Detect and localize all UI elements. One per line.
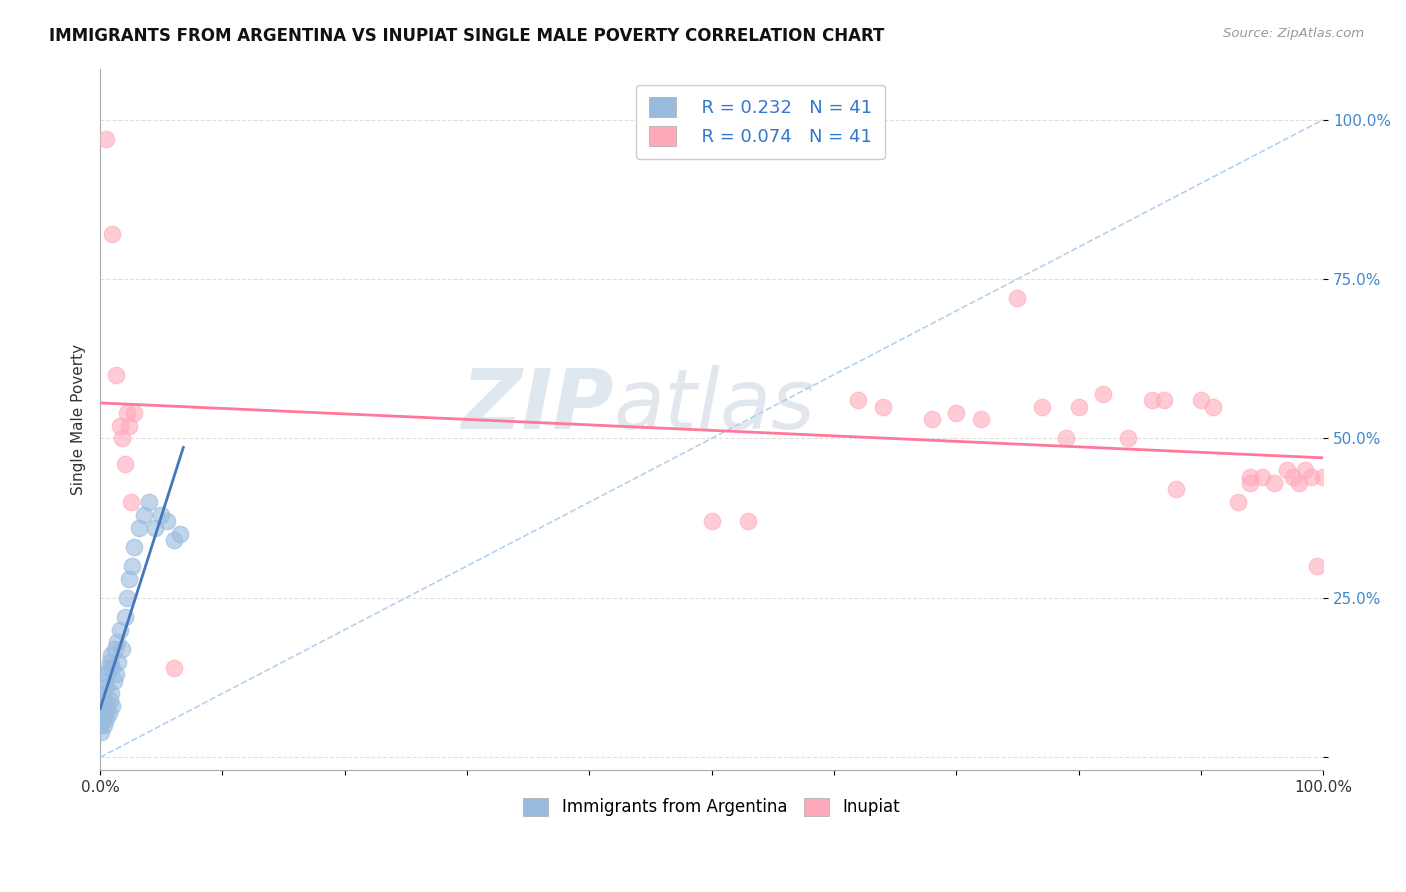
Point	[1031, 400, 1053, 414]
Point	[1067, 400, 1090, 414]
Point	[103, 673, 125, 688]
Point	[128, 521, 150, 535]
Point	[98, 655, 121, 669]
Point	[156, 514, 179, 528]
Point	[90, 724, 112, 739]
Point	[105, 368, 128, 382]
Point	[737, 514, 759, 528]
Point	[1202, 400, 1225, 414]
Point	[118, 418, 141, 433]
Point	[1299, 469, 1322, 483]
Point	[1239, 476, 1261, 491]
Point	[162, 533, 184, 548]
Point	[96, 131, 118, 145]
Point	[872, 400, 894, 414]
Point	[1116, 431, 1139, 445]
Point	[118, 572, 141, 586]
Point	[1153, 393, 1175, 408]
Point	[945, 406, 967, 420]
Point	[970, 412, 993, 426]
Point	[93, 693, 115, 707]
Point	[124, 540, 146, 554]
Point	[96, 680, 118, 694]
Point	[1140, 393, 1163, 408]
Text: Source: ZipAtlas.com: Source: ZipAtlas.com	[1223, 27, 1364, 40]
Point	[108, 418, 131, 433]
Point	[1189, 393, 1212, 408]
Point	[101, 699, 124, 714]
Point	[1281, 469, 1303, 483]
Text: IMMIGRANTS FROM ARGENTINA VS INUPIAT SINGLE MALE POVERTY CORRELATION CHART: IMMIGRANTS FROM ARGENTINA VS INUPIAT SIN…	[49, 27, 884, 45]
Point	[1288, 476, 1310, 491]
Point	[921, 412, 943, 426]
Point	[96, 667, 118, 681]
Point	[120, 495, 142, 509]
Point	[111, 641, 134, 656]
Point	[134, 508, 156, 522]
Point	[1054, 431, 1077, 445]
Point	[1166, 483, 1188, 497]
Point	[1007, 291, 1029, 305]
Point	[100, 686, 122, 700]
Point	[104, 641, 127, 656]
Point	[1312, 469, 1334, 483]
Y-axis label: Single Male Poverty: Single Male Poverty	[72, 343, 86, 495]
Point	[1294, 463, 1316, 477]
Point	[1226, 495, 1249, 509]
Point	[1263, 476, 1285, 491]
Point	[114, 610, 136, 624]
Point	[700, 514, 723, 528]
Point	[162, 661, 184, 675]
Point	[96, 699, 118, 714]
Point	[143, 521, 166, 535]
Point	[91, 686, 114, 700]
Point	[111, 431, 134, 445]
Point	[105, 635, 128, 649]
Point	[1251, 469, 1274, 483]
Point	[101, 661, 124, 675]
Point	[96, 712, 118, 726]
Point	[93, 718, 115, 732]
Point	[115, 591, 138, 605]
Point	[100, 648, 122, 663]
Point	[97, 661, 120, 675]
Point	[114, 457, 136, 471]
Point	[115, 406, 138, 420]
Point	[1092, 386, 1115, 401]
Point	[124, 406, 146, 420]
Point	[169, 527, 191, 541]
Text: atlas: atlas	[614, 365, 815, 446]
Point	[90, 699, 112, 714]
Point	[91, 712, 114, 726]
Point	[105, 667, 128, 681]
Point	[848, 393, 870, 408]
Point	[1275, 463, 1298, 477]
Point	[107, 655, 129, 669]
Point	[1306, 558, 1329, 573]
Point	[1239, 469, 1261, 483]
Point	[101, 227, 124, 242]
Point	[97, 706, 120, 720]
Point	[98, 693, 121, 707]
Point	[138, 495, 160, 509]
Point	[89, 718, 111, 732]
Point	[121, 558, 143, 573]
Point	[94, 673, 117, 688]
Text: ZIP: ZIP	[461, 365, 614, 446]
Point	[150, 508, 173, 522]
Point	[94, 706, 117, 720]
Point	[108, 623, 131, 637]
Legend: Immigrants from Argentina, Inupiat: Immigrants from Argentina, Inupiat	[515, 789, 908, 825]
